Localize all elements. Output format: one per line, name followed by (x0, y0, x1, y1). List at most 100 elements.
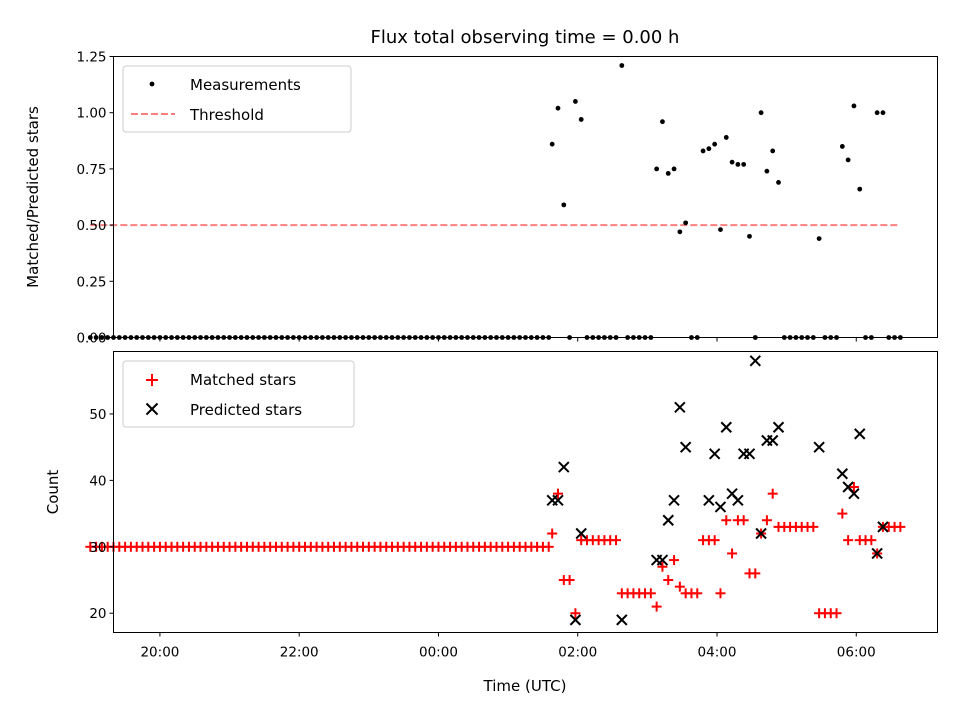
y-tick-label: 0.75 (76, 162, 106, 178)
matched-star-point (570, 608, 581, 619)
matched-star-point (564, 575, 575, 586)
predicted-star-point (616, 614, 628, 626)
predicted-star-point (575, 527, 587, 540)
y-tick-label: 30 (89, 540, 106, 556)
top-legend: Measurements Threshold (122, 65, 352, 133)
predicted-star-point (558, 461, 570, 473)
y-tick-label: 0.25 (76, 274, 106, 290)
predicted-star-point (836, 468, 849, 480)
matched-star-point (663, 575, 674, 586)
matched-star-point (808, 521, 819, 532)
measurement-point (706, 146, 712, 152)
y-tick-label: 0.00 (76, 331, 106, 347)
matched-star-point (543, 541, 554, 552)
matched-star-point (750, 568, 761, 579)
y-tick-label: 40 (89, 473, 106, 489)
top-x-ticks (159, 337, 857, 342)
x-tick-label: 02:00 (558, 645, 597, 661)
measurement-point (758, 110, 764, 116)
measurement-point (712, 141, 718, 147)
x-tick-label: 22:00 (280, 645, 319, 661)
measurement-point (845, 157, 851, 163)
matched-star-point (657, 561, 668, 572)
measurement-point (99, 335, 105, 340)
measurement-point (880, 110, 886, 116)
y-tick-label: 50 (89, 407, 106, 423)
predicted-star-point (766, 434, 779, 447)
matched-star-point (645, 588, 656, 599)
predicted-star-point (668, 494, 680, 507)
measurement-point (735, 162, 741, 167)
matched-star-point (651, 601, 662, 612)
matched-star-point (738, 515, 749, 526)
measurement-point (747, 233, 752, 239)
y-tick-label: 20 (89, 606, 106, 622)
legend-matched-label: Matched stars (190, 371, 296, 389)
predicted-star-point (679, 441, 692, 453)
matched-star-point (848, 482, 859, 493)
matched-star-point (611, 535, 622, 546)
measurement-point (776, 179, 781, 185)
predicted-star-point (813, 441, 825, 453)
measurement-point (741, 162, 747, 167)
measurement-point (671, 166, 677, 172)
matched-star-point (692, 588, 703, 599)
bottom-x-ticks: 20:00 22:00 00:00 02:00 04:00 06:00 (140, 632, 876, 661)
predicted-star-point (732, 494, 744, 507)
predicted-star-point (877, 521, 889, 533)
matched-star-point (895, 521, 906, 532)
matched-star-point (837, 508, 848, 519)
measurement-point (665, 170, 671, 176)
legend-matched-marker (146, 374, 158, 386)
predicted-star-point (743, 448, 756, 460)
matched-star-point (767, 488, 778, 499)
y-tick-label: 1.00 (76, 106, 106, 122)
measurement-point (619, 63, 625, 68)
measurement-point (700, 148, 706, 154)
predicted-star-point (656, 554, 669, 566)
measurement-point (578, 117, 584, 122)
measurement-point (857, 186, 863, 192)
predicted-star-point (674, 401, 686, 414)
measurement-point (660, 119, 665, 125)
matched-star-point (669, 555, 680, 566)
matched-star-point (674, 581, 685, 592)
measurement-point (549, 141, 555, 147)
x-tick-label: 04:00 (698, 645, 737, 661)
predicted-star-point (848, 487, 860, 500)
measurement-point (93, 335, 99, 340)
measurement-point (87, 335, 93, 340)
predicted-star-point (772, 421, 785, 433)
legend-predicted-marker (145, 402, 159, 416)
measurement-point (573, 99, 578, 104)
predicted-star-point (552, 494, 564, 507)
y-tick-label: 1.25 (76, 50, 106, 66)
predicted-star-point (720, 421, 732, 433)
matched-star-point (727, 548, 738, 559)
bottom-axes-frame (113, 351, 938, 633)
matched-star-point (831, 608, 842, 619)
top-ylabel: Matched/Predicted stars (24, 106, 42, 288)
predicted-star-point (871, 547, 883, 560)
matched-star-point (843, 535, 854, 546)
legend-measurements-marker (149, 81, 155, 87)
matched-star-point (547, 528, 558, 539)
bottom-legend-frame (122, 360, 355, 428)
measurement-point (839, 144, 845, 149)
legend-measurements-label: Measurements (190, 76, 301, 94)
bottom-y-ticks: 20 30 40 50 (89, 407, 114, 622)
predicted-star-point (749, 355, 761, 367)
matched-star-point (715, 588, 726, 599)
x-tick-label: 06:00 (837, 645, 876, 661)
top-y-ticks: 0.00 0.25 0.50 0.75 1.00 1.25 (76, 50, 114, 347)
measurement-point (723, 135, 729, 140)
matched-star-point (761, 515, 772, 526)
measurement-point (770, 148, 776, 154)
predicted-star-point (662, 514, 674, 526)
count-series (85, 355, 906, 626)
measurement-point (105, 335, 111, 340)
measurement-point (654, 166, 660, 172)
measurement-point (718, 227, 723, 232)
